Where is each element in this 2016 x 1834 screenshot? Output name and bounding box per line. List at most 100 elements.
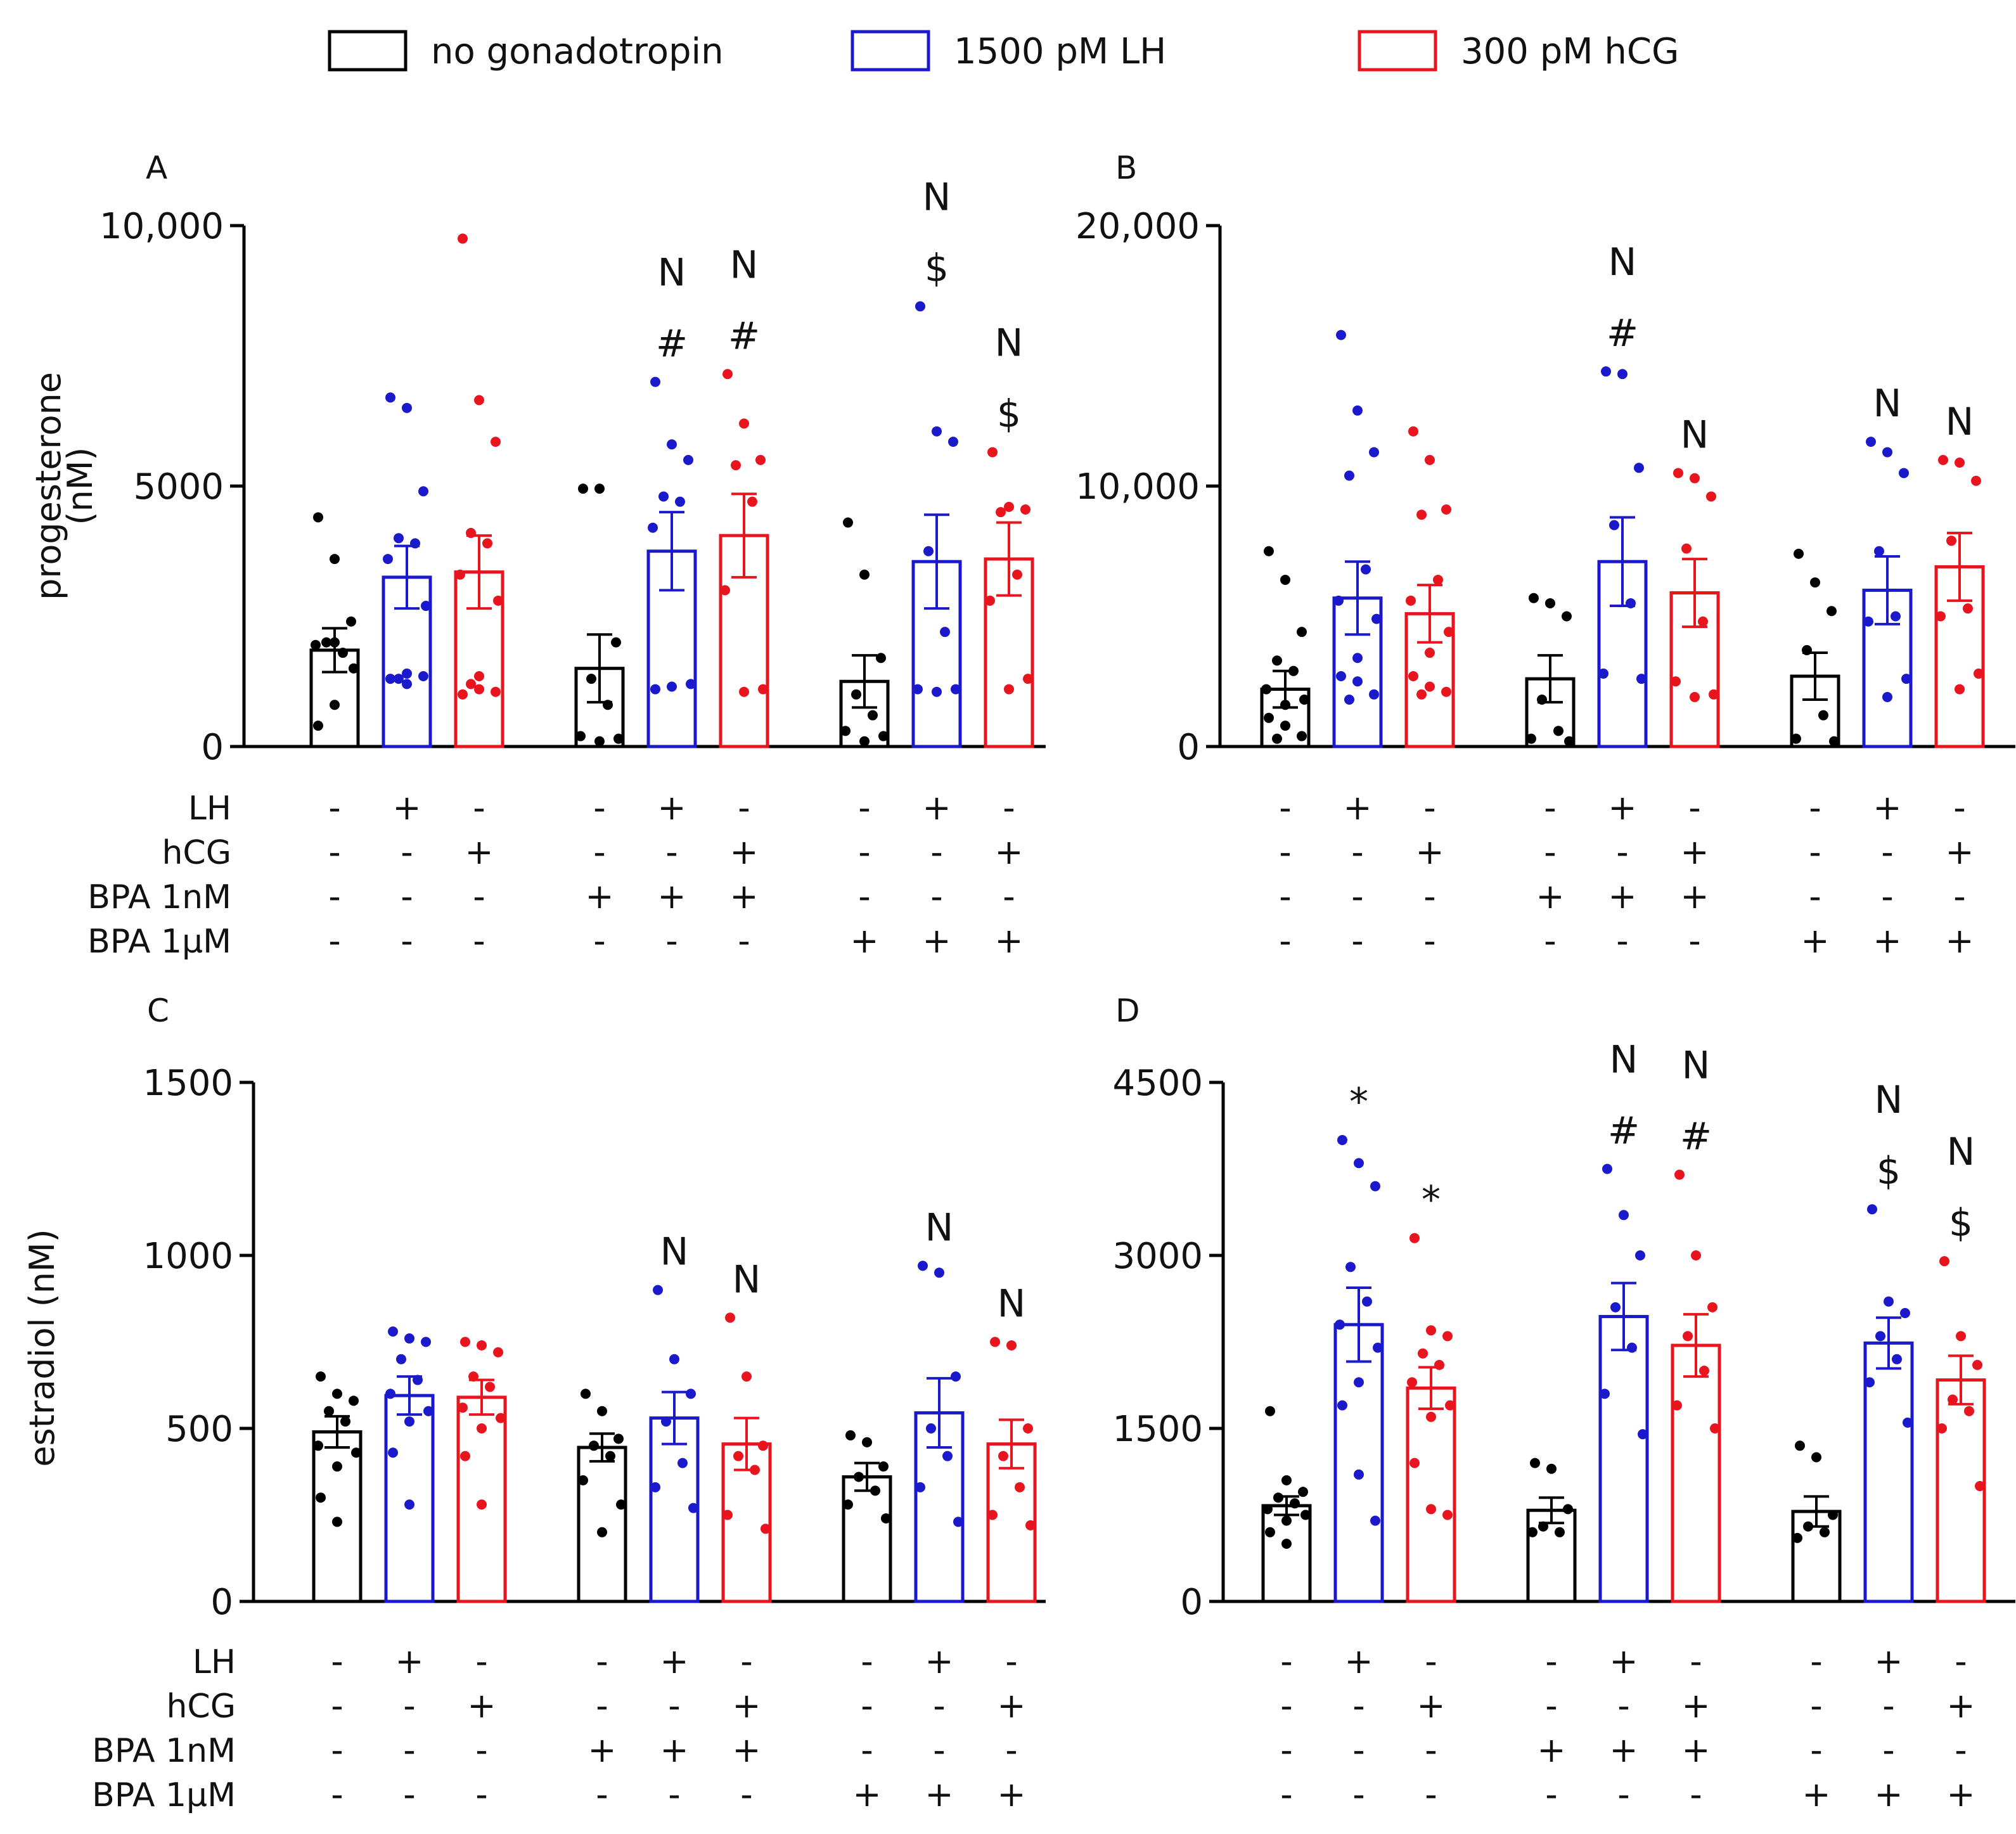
data-point <box>1955 684 1965 695</box>
condition-symbol: - <box>593 832 606 872</box>
data-point <box>1426 1411 1436 1422</box>
condition-symbol: - <box>1352 1774 1365 1814</box>
data-point <box>413 1375 423 1385</box>
data-point <box>1791 733 1801 744</box>
data-point <box>421 601 431 612</box>
data-point <box>330 637 340 648</box>
condition-symbol: + <box>729 876 758 916</box>
data-point <box>677 1458 688 1468</box>
data-point <box>1634 463 1644 473</box>
significance-mark: $ <box>1877 1149 1901 1193</box>
significance-mark: N <box>923 175 951 219</box>
condition-symbol: - <box>1882 1730 1895 1770</box>
data-point <box>474 671 484 682</box>
condition-symbol: - <box>1545 1774 1558 1814</box>
data-point <box>1407 1377 1417 1388</box>
data-point <box>915 301 925 312</box>
data-point <box>1273 1492 1283 1503</box>
condition-symbol: - <box>1423 921 1436 961</box>
y-tick-label: 1500 <box>143 1063 233 1104</box>
data-point <box>1690 473 1700 484</box>
data-point <box>1434 1359 1444 1370</box>
data-point <box>951 684 961 695</box>
condition-symbol: - <box>593 921 606 961</box>
data-point <box>1564 736 1574 747</box>
data-point <box>605 1451 615 1461</box>
data-point <box>987 1510 998 1520</box>
data-point <box>330 700 340 710</box>
data-point <box>1416 689 1427 700</box>
condition-symbol: + <box>1344 1641 1373 1681</box>
data-point <box>1795 1440 1805 1451</box>
significance-mark: # <box>1607 311 1638 356</box>
significance-mark: N <box>995 321 1024 366</box>
data-point <box>349 663 359 674</box>
data-point <box>578 484 588 494</box>
condition-symbol: - <box>596 1641 608 1681</box>
condition-symbol: - <box>665 832 678 872</box>
data-point <box>332 1517 342 1527</box>
data-point <box>597 1527 607 1537</box>
y-axis-label-line: estradiol (nM) <box>22 1229 62 1466</box>
data-point <box>1290 1498 1300 1509</box>
data-point <box>1345 1262 1356 1273</box>
significance-mark: # <box>656 322 688 366</box>
condition-symbol: + <box>850 921 878 961</box>
condition-row-label: hCG <box>162 834 231 872</box>
data-point <box>733 1451 743 1461</box>
condition-symbol: + <box>1681 1686 1710 1726</box>
data-point <box>324 1406 334 1416</box>
data-point <box>474 684 484 695</box>
bar <box>842 1475 892 1603</box>
data-point <box>613 1433 624 1444</box>
data-point <box>658 491 669 502</box>
data-point <box>1335 1319 1345 1330</box>
significance-mark: N <box>730 243 759 287</box>
data-point <box>402 679 412 689</box>
data-point <box>1636 674 1647 684</box>
condition-symbol: - <box>331 1641 343 1681</box>
data-point <box>1337 1400 1347 1411</box>
condition-symbol: - <box>1279 921 1292 961</box>
condition-symbol: - <box>403 1686 416 1726</box>
data-point <box>1299 695 1309 705</box>
data-point <box>934 1267 944 1278</box>
data-point <box>1280 700 1290 710</box>
data-point <box>1598 668 1608 679</box>
data-point <box>316 1492 326 1503</box>
data-point <box>1874 546 1884 556</box>
data-point <box>1354 1469 1364 1480</box>
data-point <box>603 700 613 710</box>
condition-symbol: - <box>1617 1686 1630 1726</box>
significance-mark: N <box>1682 1044 1711 1088</box>
data-point <box>953 1517 963 1527</box>
data-point <box>1426 1325 1436 1336</box>
data-point <box>1673 468 1683 478</box>
y-axis-label-line: (nM) <box>60 447 100 525</box>
data-point <box>868 710 878 721</box>
data-point <box>1818 710 1828 721</box>
data-point <box>1406 595 1416 606</box>
data-point <box>1025 1520 1036 1530</box>
data-point <box>491 437 501 447</box>
significance-mark: N <box>1608 240 1637 285</box>
data-point <box>586 674 596 684</box>
condition-row-label: BPA 1nM <box>87 878 231 916</box>
data-point <box>840 726 851 736</box>
condition-symbol: - <box>1280 1686 1293 1726</box>
data-point <box>1892 1354 1902 1364</box>
condition-symbol: - <box>1352 1730 1365 1770</box>
data-point <box>349 1395 359 1406</box>
data-point <box>330 554 340 565</box>
data-point <box>851 689 861 700</box>
data-point <box>1619 1210 1629 1221</box>
condition-symbol: - <box>1005 1641 1018 1681</box>
data-point <box>474 395 484 406</box>
data-point <box>1810 577 1820 588</box>
data-point <box>942 1451 953 1461</box>
data-point <box>458 233 468 244</box>
data-point <box>1272 733 1282 744</box>
bar <box>1936 1378 1986 1603</box>
data-point <box>750 1465 760 1475</box>
